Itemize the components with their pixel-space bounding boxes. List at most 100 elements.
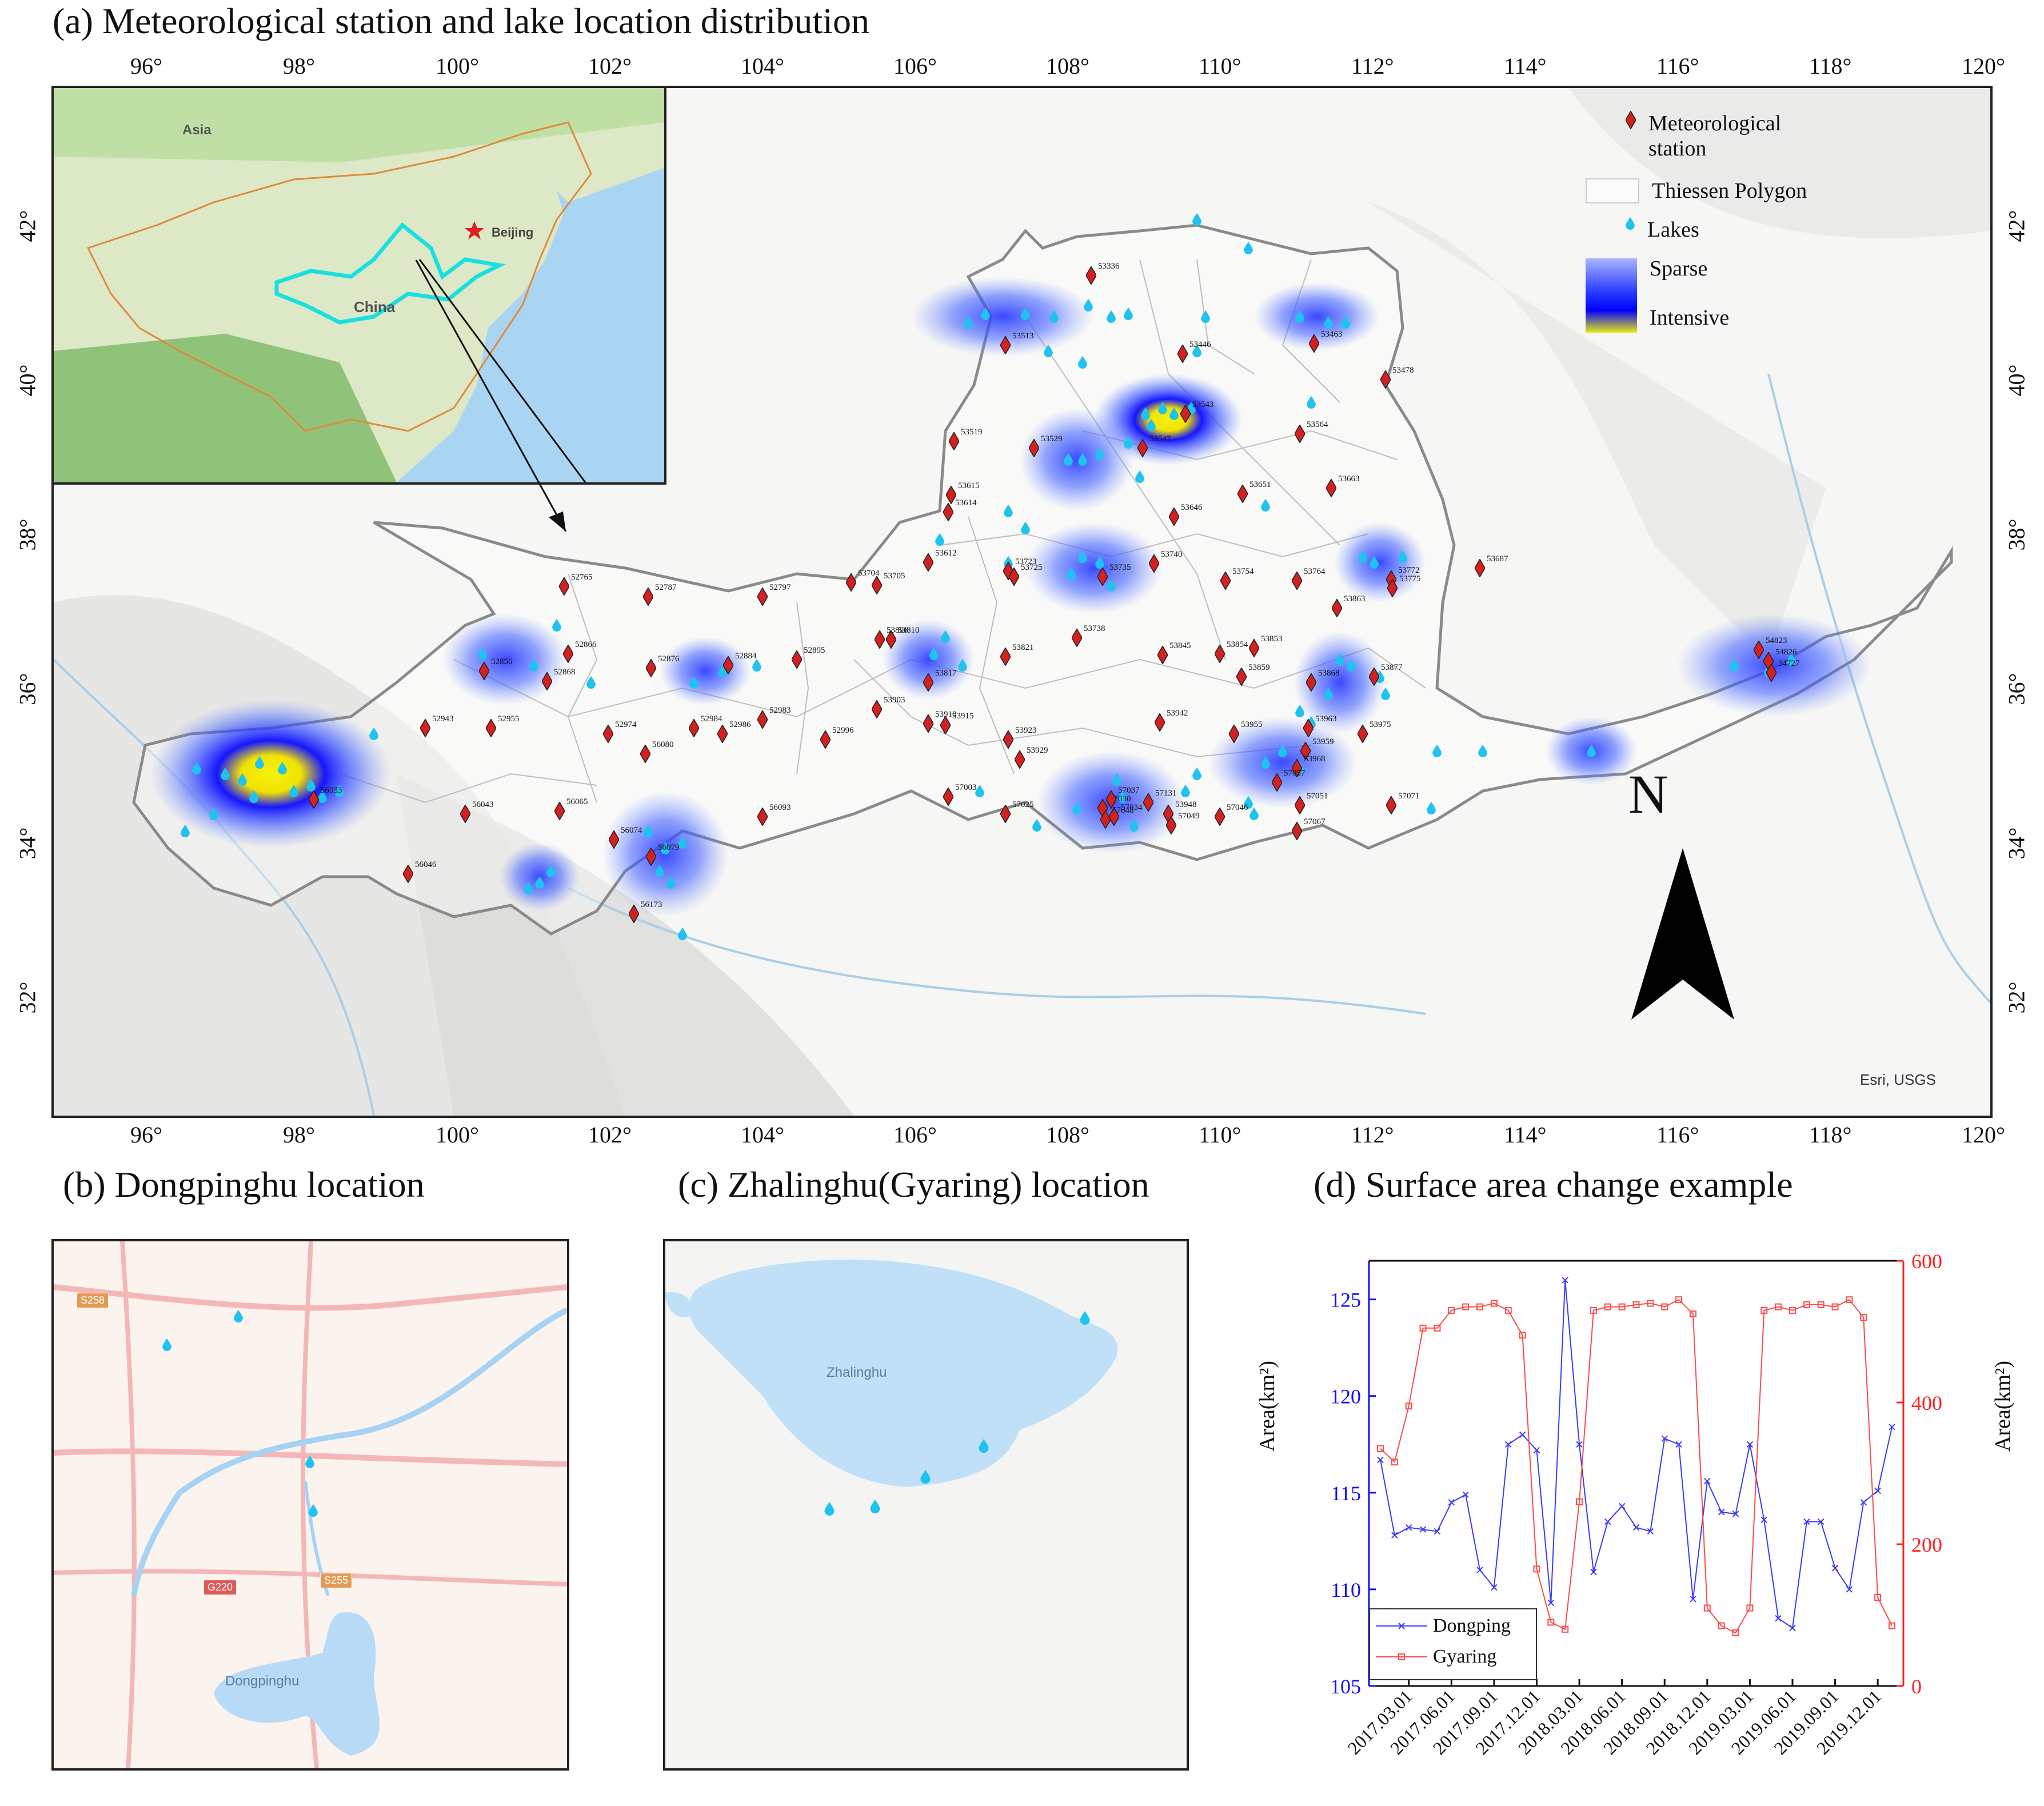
station-53923[interactable]: 53923 <box>1003 726 1037 749</box>
station-56046[interactable]: 56046 <box>403 860 437 883</box>
station-53821[interactable]: 53821 <box>1000 643 1034 666</box>
station-56065[interactable]: 56065 <box>554 797 588 820</box>
station-52856[interactable]: 52856 <box>479 657 513 680</box>
station-53336[interactable]: 53336 <box>1086 262 1120 285</box>
station-54826[interactable]: 54826 <box>1763 648 1797 670</box>
station-53704[interactable]: 53704 <box>846 569 880 592</box>
gyaring-point <box>1718 1622 1725 1629</box>
station-54727[interactable]: 54727 <box>1766 659 1800 682</box>
station-id-label: 52868 <box>554 668 576 677</box>
station-53615[interactable]: 53615 <box>946 481 980 504</box>
station-53868[interactable]: 53868 <box>1306 669 1340 692</box>
station-56080[interactable]: 56080 <box>640 740 674 763</box>
station-53963[interactable]: 53963 <box>1303 714 1337 737</box>
station-53463[interactable]: 53463 <box>1309 330 1343 353</box>
station-52868[interactable]: 52868 <box>542 668 576 690</box>
station-52866[interactable]: 52866 <box>563 640 597 663</box>
station-53775[interactable]: 53775 <box>1387 574 1421 597</box>
station-53738[interactable]: 53738 <box>1072 624 1105 647</box>
station-52996[interactable]: 52996 <box>820 726 854 749</box>
station-56173[interactable]: 56173 <box>629 900 662 923</box>
station-56074[interactable]: 56074 <box>609 826 642 849</box>
station-57046[interactable]: 57046 <box>1215 803 1248 826</box>
station-53513[interactable]: 53513 <box>1000 331 1034 354</box>
station-53863[interactable]: 53863 <box>1332 594 1366 617</box>
station-57003[interactable]: 57003 <box>943 783 977 806</box>
station-56079[interactable]: 56079 <box>646 843 680 866</box>
station-52955[interactable]: 52955 <box>486 714 520 737</box>
station-52983[interactable]: 52983 <box>757 706 791 729</box>
station-53478[interactable]: 53478 <box>1380 366 1414 389</box>
station-56093[interactable]: 56093 <box>757 803 791 826</box>
station-53877[interactable]: 53877 <box>1369 663 1403 686</box>
station-57071[interactable]: 57071 <box>1386 792 1420 814</box>
station-53614[interactable]: 53614 <box>943 498 977 521</box>
station-53725[interactable]: 53725 <box>1009 563 1043 586</box>
station-53723[interactable]: 53723 <box>1003 557 1037 580</box>
station-53968[interactable]: 53968 <box>1292 754 1326 777</box>
station-57057[interactable]: 57057 <box>1272 769 1306 792</box>
station-53543[interactable]: 53543 <box>1180 400 1214 423</box>
station-53772[interactable]: 53772 <box>1386 566 1420 589</box>
station-53806[interactable]: 53806 <box>875 626 908 649</box>
station-id-label: 53764 <box>1304 567 1326 576</box>
station-53740[interactable]: 53740 <box>1149 550 1183 573</box>
station-53975[interactable]: 53975 <box>1358 720 1391 743</box>
station-53519[interactable]: 53519 <box>949 427 983 450</box>
station-52986[interactable]: 52986 <box>717 720 751 743</box>
station-57051[interactable]: 57051 <box>1295 792 1328 814</box>
station-57025[interactable]: 57025 <box>1000 800 1034 823</box>
station-57034[interactable]: 57034 <box>1109 803 1143 826</box>
station-53810[interactable]: 53810 <box>886 626 920 649</box>
station-53845[interactable]: 53845 <box>1157 641 1191 664</box>
station-53754[interactable]: 53754 <box>1220 567 1254 590</box>
station-52984[interactable]: 52984 <box>689 714 722 737</box>
station-53853[interactable]: 53853 <box>1249 634 1283 657</box>
station-id-label: 52884 <box>735 652 757 661</box>
station-53859[interactable]: 53859 <box>1236 663 1270 686</box>
station-52974[interactable]: 52974 <box>603 720 637 743</box>
station-53910[interactable]: 53910 <box>923 710 957 733</box>
station-id-label: 53948 <box>1175 800 1197 809</box>
station-57048[interactable]: 57048 <box>1100 806 1134 829</box>
station-53564[interactable]: 53564 <box>1295 420 1328 443</box>
station-52876[interactable]: 52876 <box>646 654 680 677</box>
station-53547[interactable]: 53547 <box>1137 434 1171 457</box>
station-57067[interactable]: 57067 <box>1292 817 1326 840</box>
station-53942[interactable]: 53942 <box>1155 709 1188 732</box>
station-53529[interactable]: 53529 <box>1029 434 1063 457</box>
main-map: 53336 53513 53446 53463 53478 53543 53547 53529… <box>54 88 1990 1116</box>
station-53735[interactable]: 53735 <box>1097 563 1131 586</box>
station-53915[interactable]: 53915 <box>940 712 974 734</box>
zhalinghu-map[interactable]: Zhalinghu <box>663 1239 1189 1771</box>
station-53854[interactable]: 53854 <box>1215 640 1248 663</box>
station-53646[interactable]: 53646 <box>1169 503 1203 526</box>
station-52943[interactable]: 52943 <box>420 714 454 737</box>
station-53929[interactable]: 53929 <box>1015 746 1048 769</box>
station-53612[interactable]: 53612 <box>923 549 957 572</box>
dongpinghu-map[interactable]: Dongpinghu S258 G220 S255 <box>51 1239 569 1771</box>
station-56033[interactable]: 56033 <box>309 786 342 809</box>
station-53446[interactable]: 53446 <box>1177 340 1211 363</box>
station-53651[interactable]: 53651 <box>1237 480 1271 503</box>
station-53903[interactable]: 53903 <box>872 696 905 718</box>
station-52884[interactable]: 52884 <box>723 652 757 674</box>
station-57131[interactable]: 57131 <box>1143 789 1177 812</box>
station-53687[interactable]: 53687 <box>1475 554 1508 577</box>
station-52787[interactable]: 52787 <box>643 583 677 606</box>
main-map-frame[interactable]: 53336 53513 53446 53463 53478 53543 53547 53529… <box>51 86 1993 1118</box>
station-53955[interactable]: 53955 <box>1229 720 1263 743</box>
station-54823[interactable]: 54823 <box>1754 636 1787 659</box>
station-53959[interactable]: 53959 <box>1300 737 1334 760</box>
station-53663[interactable]: 53663 <box>1326 474 1360 497</box>
station-52895[interactable]: 52895 <box>792 646 825 669</box>
station-53817[interactable]: 53817 <box>923 669 957 692</box>
station-52797[interactable]: 52797 <box>757 583 791 606</box>
station-57037[interactable]: 57037 <box>1106 786 1140 809</box>
station-53705[interactable]: 53705 <box>872 572 905 594</box>
station-52765[interactable]: 52765 <box>559 573 593 596</box>
station-57049[interactable]: 57049 <box>1166 812 1200 834</box>
station-56043[interactable]: 56043 <box>460 800 494 823</box>
station-53948[interactable]: 53948 <box>1163 800 1197 823</box>
station-53764[interactable]: 53764 <box>1292 567 1326 590</box>
